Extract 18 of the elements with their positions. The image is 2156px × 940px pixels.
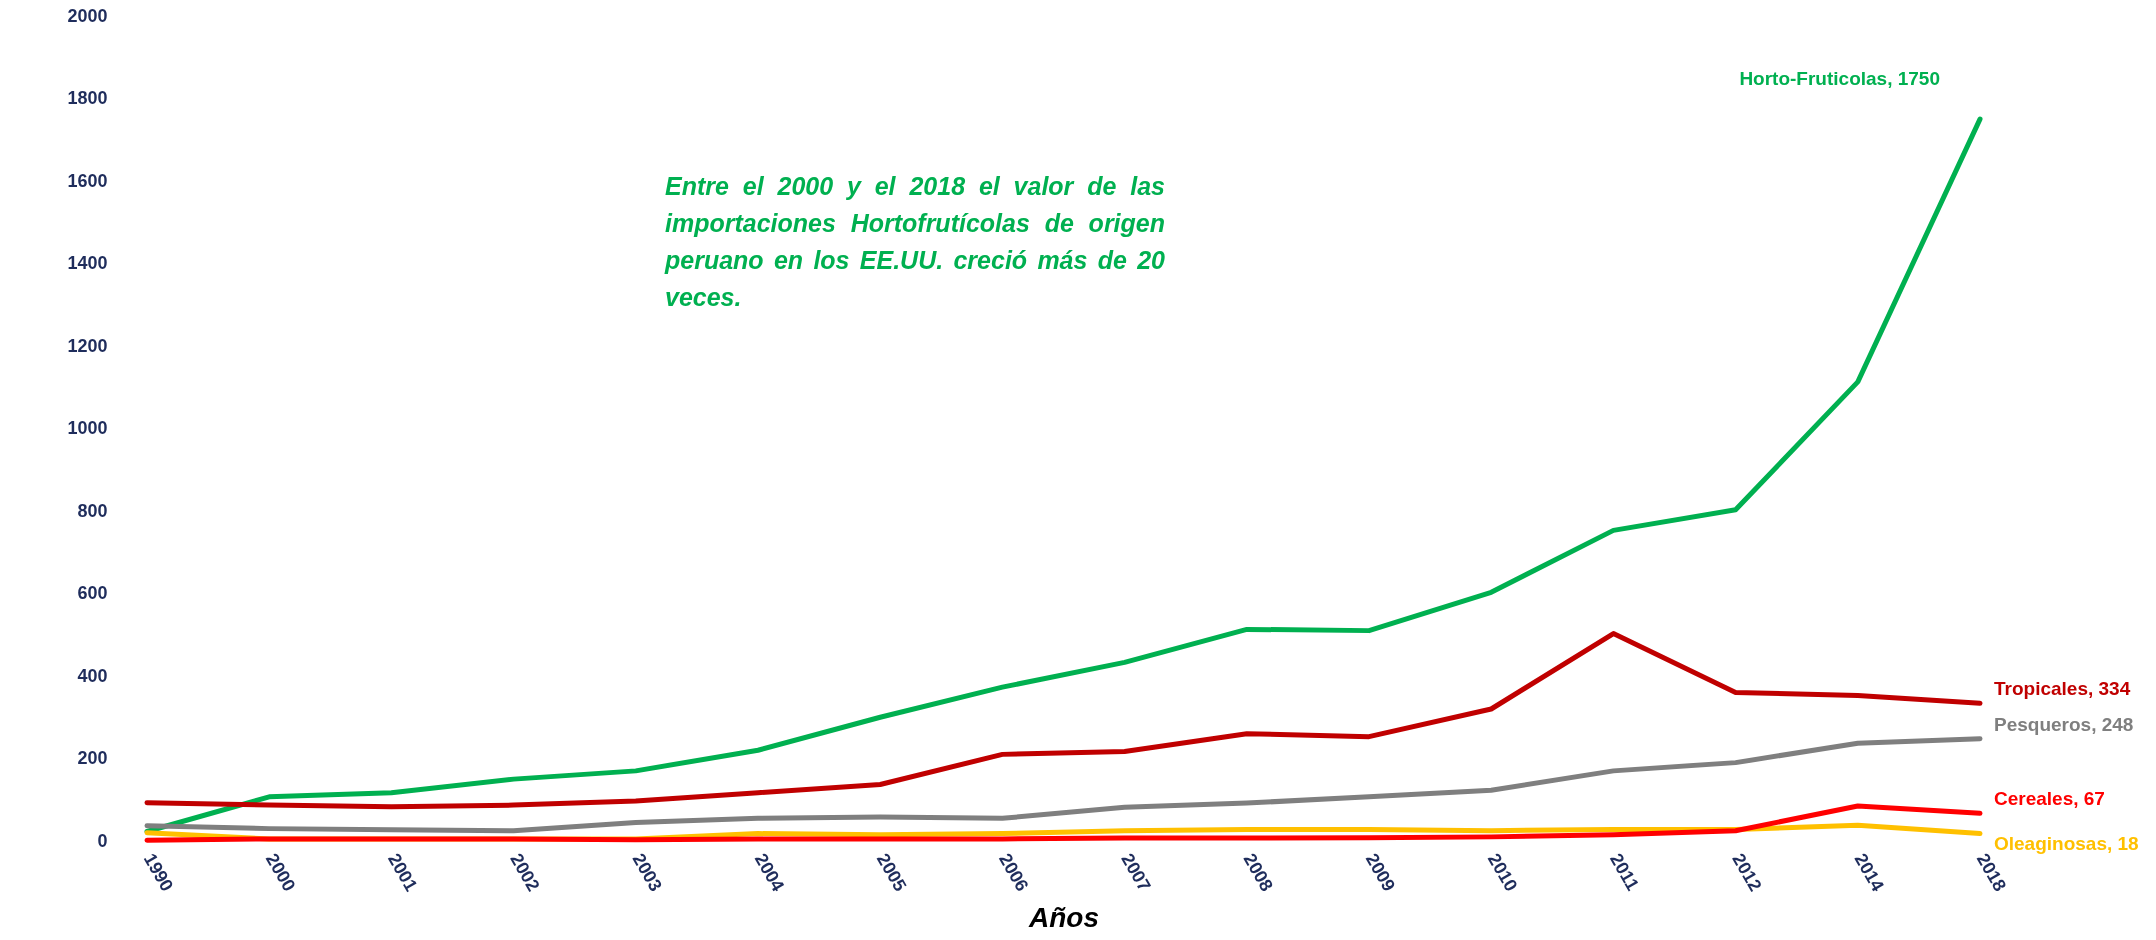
x-axis-title: Años <box>1028 901 1099 933</box>
y-tick-label: 1000 <box>67 418 108 438</box>
annotation: Pesqueros, 248 <box>1994 713 2134 735</box>
annotation: Tropicales, 334 <box>1994 678 2131 700</box>
y-tick-label: 1600 <box>67 170 108 191</box>
y-tick-label: 400 <box>77 665 108 686</box>
annotation: Cereales, 67 <box>1994 788 2105 810</box>
annotation: Entre el 2000 y el 2018 el valor de las importaciones Hortofrutícolas de origen peruano en los EE.UU. creció más de 20 veces. <box>665 171 1165 313</box>
y-tick-label: 1400 <box>67 253 108 273</box>
y-tick-label: 1800 <box>67 88 108 108</box>
y-tick-label: 1200 <box>67 335 108 356</box>
annotation: Oleaginosas, 18 <box>1994 832 2139 854</box>
annotation: Horto-Fruticolas, 1750 <box>1739 68 1940 90</box>
y-tick-label: 0 <box>97 830 108 851</box>
y-tick-label: 600 <box>77 583 108 603</box>
y-tick-label: 200 <box>77 748 108 768</box>
y-tick-label: 800 <box>77 500 108 521</box>
y-tick-label: 2000 <box>67 5 108 26</box>
